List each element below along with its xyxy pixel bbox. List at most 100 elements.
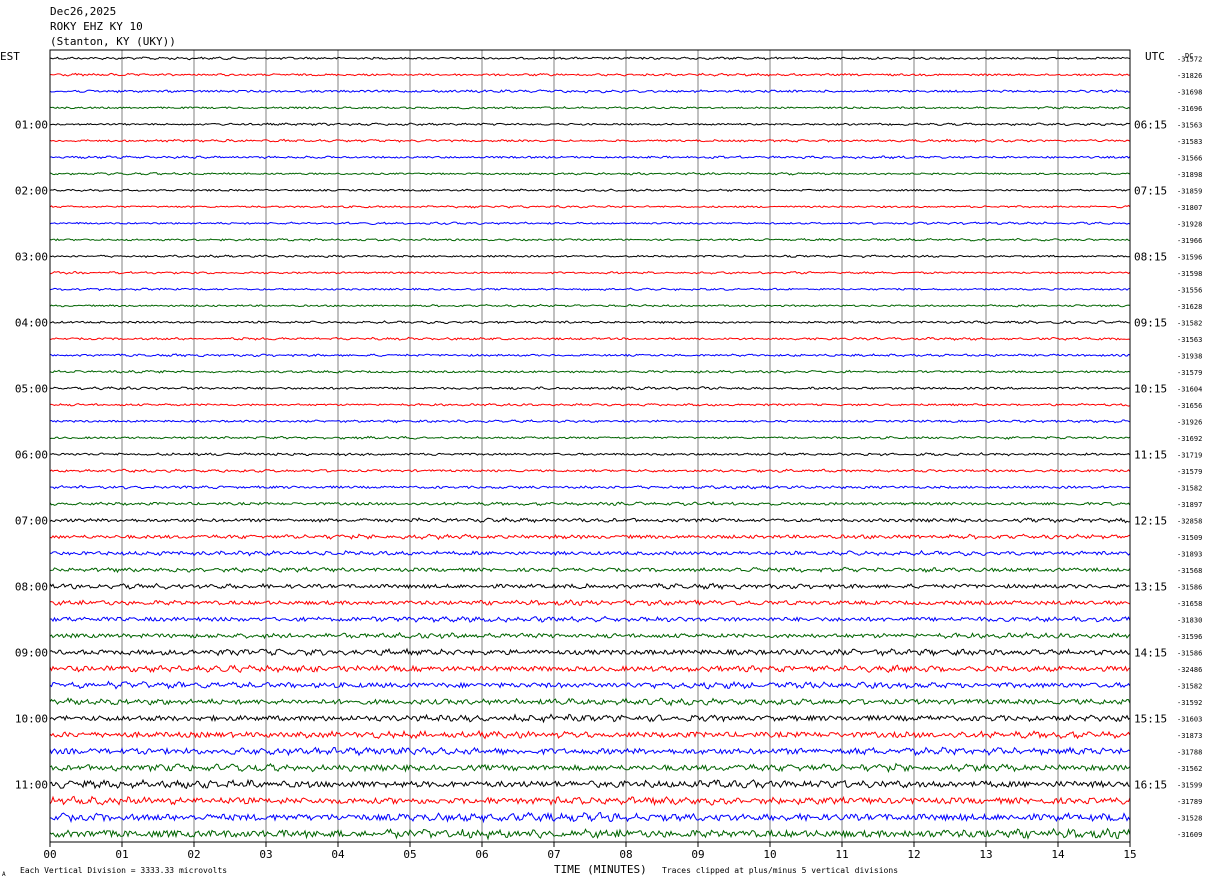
- x-tick-label: 04: [331, 848, 345, 861]
- seismic-trace: [49, 746, 1131, 757]
- x-tick-label: 09: [691, 848, 704, 861]
- seismic-trace: [49, 680, 1131, 690]
- dc-offset-label: -31582: [1177, 319, 1202, 327]
- dc-offset-label: -31698: [1177, 88, 1202, 96]
- x-tick-label: 14: [1051, 848, 1065, 861]
- seismic-trace: [49, 599, 1131, 607]
- est-time-label: 05:00: [15, 382, 48, 395]
- dc-offset-label: -31572: [1177, 55, 1202, 63]
- seismic-traces: [49, 56, 1131, 841]
- seismic-trace: [49, 155, 1131, 160]
- dc-offset-label: -31893: [1177, 550, 1202, 558]
- seismic-trace: [49, 204, 1131, 209]
- dc-offset-label: -31586: [1177, 583, 1202, 591]
- seismic-trace: [49, 811, 1131, 824]
- x-tick-label: 08: [619, 848, 632, 861]
- dc-offset-label: -31826: [1177, 72, 1202, 80]
- x-tick-label: 13: [979, 848, 992, 861]
- right-zone-label: UTC: [1145, 50, 1165, 63]
- est-time-label: 02:00: [15, 184, 48, 197]
- est-time-label: 09:00: [15, 646, 48, 659]
- seismic-trace: [49, 533, 1131, 541]
- seismic-trace: [49, 221, 1131, 226]
- dc-offset-label: -31566: [1177, 154, 1202, 162]
- dc-offset-label: -31830: [1177, 616, 1202, 624]
- seismic-trace: [49, 713, 1131, 724]
- utc-time-label: 15:15: [1134, 712, 1167, 725]
- est-time-label: 08:00: [15, 580, 48, 593]
- utc-time-label: 10:15: [1134, 382, 1167, 395]
- seismic-trace: [49, 353, 1131, 358]
- utc-time-label: 07:15: [1134, 184, 1167, 197]
- dc-offset-label: -31604: [1177, 385, 1202, 393]
- seismic-trace: [49, 402, 1131, 407]
- dc-offset-label: -31568: [1177, 567, 1202, 575]
- est-time-label: 07:00: [15, 514, 48, 527]
- dc-offset-label: -31692: [1177, 435, 1202, 443]
- clip-note: Traces clipped at plus/minus 5 vertical …: [662, 866, 899, 875]
- dc-offset-label: -31586: [1177, 649, 1202, 657]
- dc-offset-label: -31966: [1177, 237, 1202, 245]
- seismic-trace: [49, 287, 1131, 292]
- utc-time-label: 12:15: [1134, 514, 1167, 527]
- seismic-trace: [49, 664, 1131, 674]
- dc-offset-label: -31658: [1177, 600, 1202, 608]
- dc-offset-label: -31579: [1177, 369, 1202, 377]
- seismic-trace: [49, 827, 1131, 841]
- est-time-label: 06:00: [15, 448, 48, 461]
- record-date: Dec26,2025: [50, 5, 117, 18]
- dc-offset-label: -31582: [1177, 484, 1202, 492]
- dc-offset-label: -31873: [1177, 732, 1202, 740]
- dc-offset-label: -31509: [1177, 534, 1202, 542]
- dc-offset-label: -31926: [1177, 418, 1202, 426]
- dc-offset-label: -32858: [1177, 517, 1202, 525]
- dc-offset-label: -31563: [1177, 121, 1202, 129]
- dc-offset-label: -31603: [1177, 715, 1202, 723]
- seismic-trace: [49, 303, 1131, 308]
- scale-note: Each Vertical Division = 3333.33 microvo…: [20, 866, 228, 875]
- x-tick-label: 07: [547, 848, 560, 861]
- dc-label: DC: [1185, 52, 1193, 60]
- x-tick-label: 05: [403, 848, 416, 861]
- dc-offset-label: -31592: [1177, 699, 1202, 707]
- corner-mark: A: [2, 871, 6, 878]
- x-tick-label: 00: [43, 848, 56, 861]
- dc-offset-label: -31609: [1177, 831, 1202, 839]
- left-zone-label: EST: [0, 50, 20, 63]
- seismic-trace: [49, 89, 1131, 94]
- dc-offset-label: -31628: [1177, 303, 1202, 311]
- dc-offset-label: -31598: [1177, 270, 1202, 278]
- plot-frame: [49, 49, 1131, 843]
- dc-offset-label: -32486: [1177, 666, 1202, 674]
- seismic-trace: [49, 631, 1131, 640]
- seismic-trace: [50, 566, 1131, 574]
- seismic-trace: [49, 647, 1131, 657]
- seismic-trace: [49, 320, 1131, 325]
- dc-offset-label: -31898: [1177, 171, 1202, 179]
- utc-time-label: 11:15: [1134, 448, 1167, 461]
- dc-offset-label: -31599: [1177, 781, 1202, 789]
- seismic-trace: [49, 484, 1131, 490]
- seismic-trace: [49, 452, 1131, 457]
- axis-labels: 00 01 02 03 04 05 06 07 08 09 10 11 12 13 14 15 -31572 -3…: [15, 55, 1202, 861]
- x-tick-label: 02: [187, 848, 200, 861]
- seismic-trace: [50, 72, 1131, 77]
- seismic-trace: [49, 56, 1131, 61]
- x-tick-label: 11: [835, 848, 848, 861]
- x-tick-label: 06: [475, 848, 488, 861]
- dc-offset-label: -31788: [1177, 748, 1202, 756]
- dc-offset-label: -31859: [1177, 187, 1202, 195]
- seismic-trace: [49, 582, 1131, 590]
- seismic-trace: [49, 468, 1131, 474]
- station-channel: ROKY EHZ KY 10: [50, 20, 143, 33]
- x-tick-label: 15: [1123, 848, 1136, 861]
- seismic-trace: [49, 122, 1131, 127]
- seismic-trace: [49, 501, 1131, 507]
- dc-offset-label: -31789: [1177, 798, 1202, 806]
- dc-offset-label: -31719: [1177, 451, 1202, 459]
- est-time-label: 01:00: [15, 118, 48, 131]
- x-axis-title: TIME (MINUTES): [554, 863, 647, 876]
- dc-offset-label: -31928: [1177, 220, 1202, 228]
- x-tick-label: 10: [763, 848, 776, 861]
- dc-offset-label: -31596: [1177, 633, 1202, 641]
